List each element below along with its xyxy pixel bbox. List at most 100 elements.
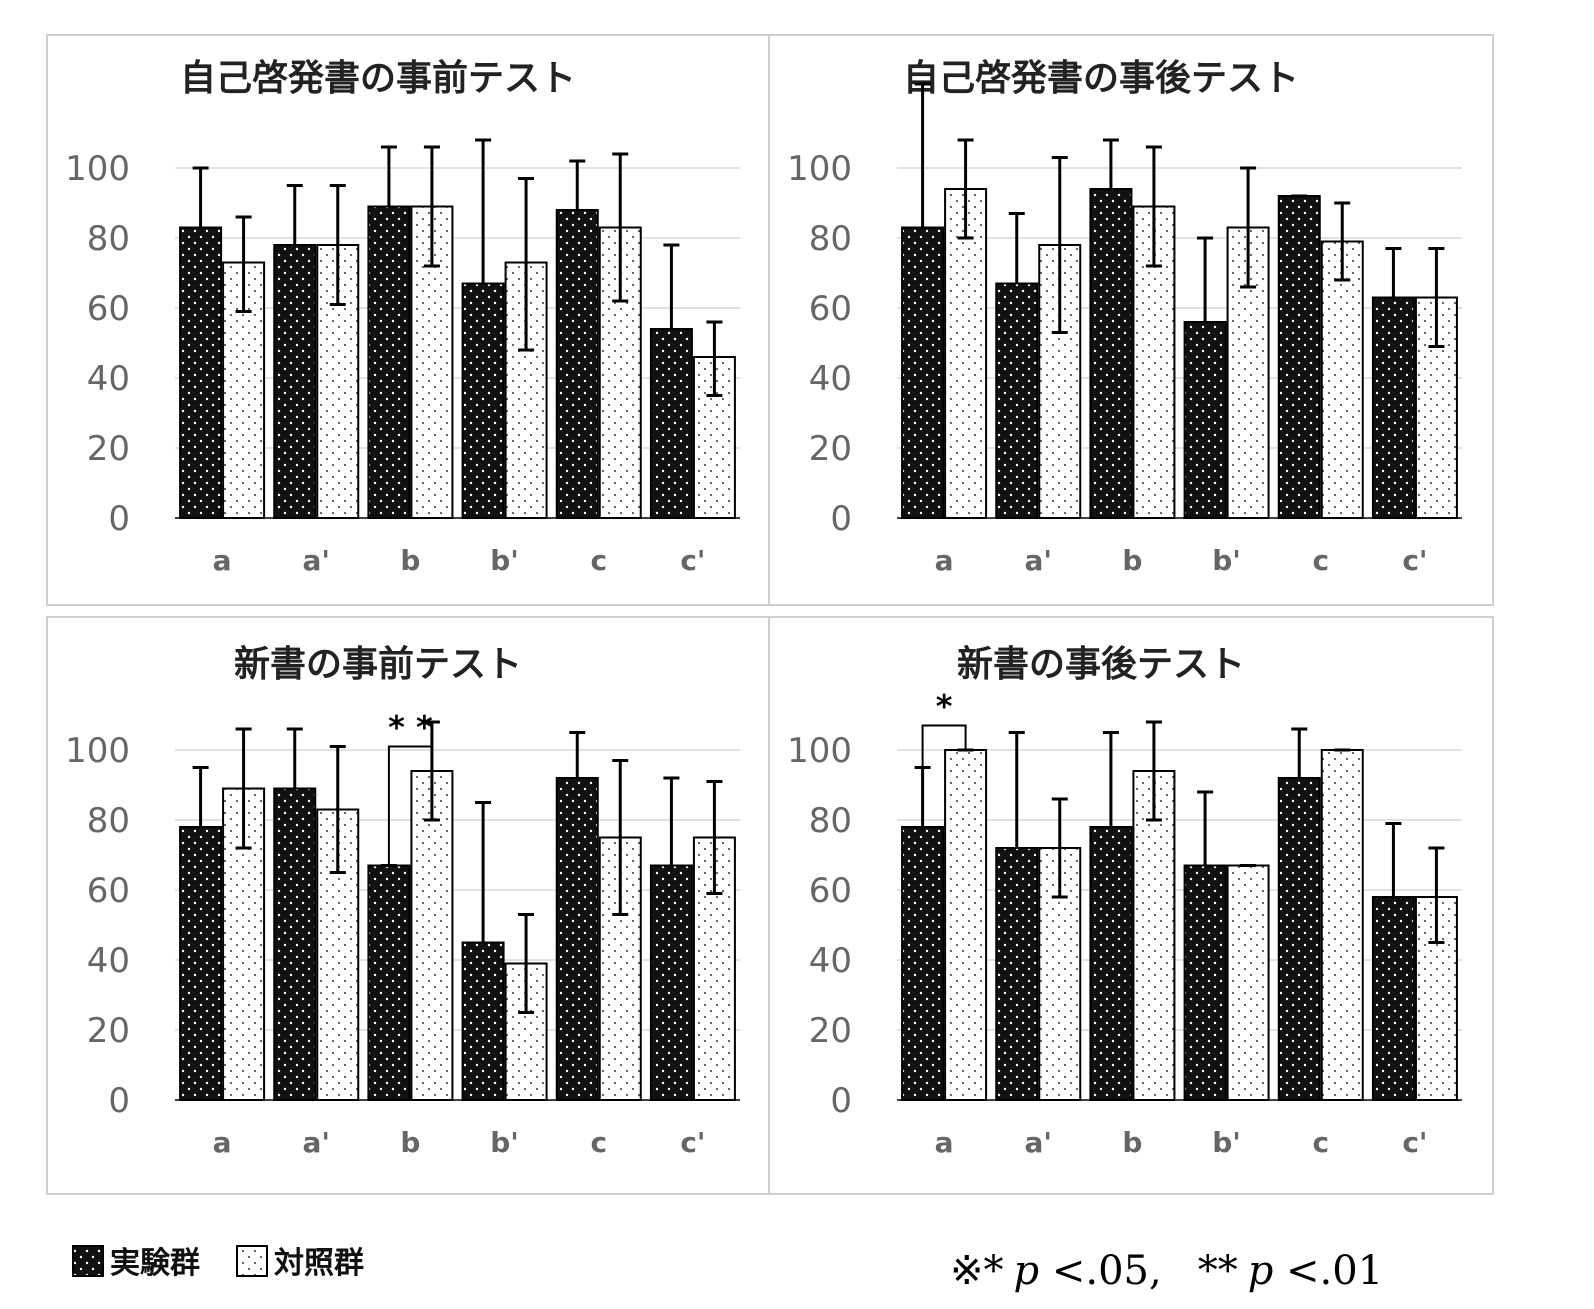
bar-control-1 bbox=[944, 749, 988, 1101]
bar-experimental-3 bbox=[367, 864, 411, 1101]
chart-panels: 自己啓発書の事前テスト 0 20 40 60 80 100 a a' b b' c c' 自己啓発書の事後… bbox=[46, 34, 1494, 1195]
chart-title: 自己啓発書の事後テスト bbox=[903, 58, 1299, 99]
y-tick-label: 80 bbox=[809, 219, 852, 259]
bar-control-5 bbox=[1320, 749, 1364, 1101]
bar-experimental-5 bbox=[555, 777, 599, 1101]
bar-experimental-2 bbox=[273, 244, 317, 519]
x-tick-label: a bbox=[213, 1126, 232, 1159]
bar-control-4 bbox=[1226, 226, 1270, 519]
legend-label-control: 対照群 bbox=[274, 1246, 364, 1281]
bar-experimental-1 bbox=[179, 226, 223, 519]
bar-experimental-2 bbox=[273, 787, 317, 1101]
bar-experimental-1 bbox=[901, 826, 945, 1101]
chart-title: 新書の事後テスト bbox=[957, 644, 1245, 685]
bar-control-3 bbox=[410, 770, 454, 1101]
y-tick-label: 0 bbox=[830, 499, 852, 539]
x-tick-label: c bbox=[1312, 1126, 1329, 1159]
footnote-threshold-05: <.05, bbox=[1039, 1248, 1162, 1294]
bar-experimental-6 bbox=[1371, 296, 1415, 519]
y-tick-label: 40 bbox=[809, 941, 852, 981]
bar-experimental-5 bbox=[1277, 777, 1321, 1101]
y-tick-label: 80 bbox=[87, 219, 130, 259]
x-tick-label: a' bbox=[1025, 1126, 1052, 1159]
footnote-star-single: * bbox=[984, 1248, 1004, 1294]
bar-control-3 bbox=[1132, 770, 1176, 1101]
x-tick-label: a' bbox=[303, 544, 330, 577]
bar-experimental-3 bbox=[367, 205, 411, 519]
significance-footnote: ※* p <.05, ** p <.01 bbox=[950, 1248, 1383, 1294]
x-tick-label: b bbox=[400, 1126, 420, 1159]
y-tick-label: 0 bbox=[108, 1081, 130, 1121]
x-tick-label: c bbox=[1312, 544, 1329, 577]
y-tick-label: 20 bbox=[809, 1011, 852, 1051]
y-tick-label: 40 bbox=[87, 941, 130, 981]
legend-swatch-experimental bbox=[72, 1245, 104, 1277]
significance-marker: * * bbox=[388, 709, 433, 747]
x-tick-label: c' bbox=[1402, 1126, 1427, 1159]
y-tick-label: 60 bbox=[809, 289, 852, 329]
significance-bracket bbox=[921, 724, 967, 799]
x-tick-label: a' bbox=[303, 1126, 330, 1159]
chart-title: 自己啓発書の事前テスト bbox=[180, 58, 576, 99]
bar-experimental-4 bbox=[1183, 321, 1227, 519]
x-tick-label: a bbox=[213, 544, 232, 577]
chart-panel-1: 自己啓発書の事前テスト 0 20 40 60 80 100 a a' b b' c c' bbox=[46, 34, 770, 606]
y-tick-label: 20 bbox=[809, 429, 852, 469]
x-tick-label: b' bbox=[490, 1126, 519, 1159]
y-tick-label: 60 bbox=[87, 289, 130, 329]
chart-panel-3: 新書の事前テスト 0 20 40 60 80 100 a a' b b' c c' * * bbox=[46, 616, 770, 1195]
y-tick-label: 80 bbox=[87, 801, 130, 841]
x-tick-label: b bbox=[1122, 544, 1142, 577]
bar-experimental-4 bbox=[1183, 864, 1227, 1101]
bar-experimental-1 bbox=[179, 826, 223, 1101]
significance-bracket bbox=[387, 745, 433, 866]
bar-control-1 bbox=[944, 188, 988, 519]
y-tick-label: 60 bbox=[87, 871, 130, 911]
x-tick-label: c bbox=[590, 1126, 607, 1159]
legend-label-experimental: 実験群 bbox=[110, 1246, 200, 1281]
bar-control-5 bbox=[1320, 240, 1364, 519]
significance-marker: * bbox=[936, 688, 953, 726]
bar-control-2 bbox=[316, 808, 360, 1101]
bar-experimental-6 bbox=[1371, 896, 1415, 1101]
footnote-threshold-01: <.01 bbox=[1273, 1248, 1383, 1294]
y-tick-label: 80 bbox=[809, 801, 852, 841]
footnote-p-symbol-1: p bbox=[1014, 1248, 1040, 1294]
chart-panel-2: 自己啓発書の事後テスト 0 20 40 60 80 100 a a' b b' c c' bbox=[768, 34, 1494, 606]
bar-experimental-1 bbox=[901, 226, 945, 519]
chart-panel-4: 新書の事後テスト 0 20 40 60 80 100 a a' b b' c c' * bbox=[768, 616, 1494, 1195]
y-tick-label: 100 bbox=[65, 149, 130, 189]
chart-title: 新書の事前テスト bbox=[234, 644, 522, 685]
footnote-star-double: ** bbox=[1198, 1248, 1238, 1294]
bar-control-4 bbox=[1226, 864, 1270, 1101]
legend: 実験群 対照群 bbox=[72, 1245, 364, 1281]
x-tick-label: c' bbox=[680, 1126, 705, 1159]
bar-experimental-6 bbox=[649, 864, 693, 1101]
y-tick-label: 0 bbox=[830, 1081, 852, 1121]
x-tick-label: c bbox=[590, 544, 607, 577]
x-tick-label: b' bbox=[1212, 1126, 1241, 1159]
bar-experimental-3 bbox=[1089, 188, 1133, 519]
y-tick-label: 100 bbox=[787, 731, 852, 771]
bar-experimental-6 bbox=[649, 328, 693, 519]
legend-swatch-control bbox=[236, 1245, 268, 1277]
footnote-prefix: ※ bbox=[950, 1248, 984, 1294]
y-tick-label: 40 bbox=[809, 359, 852, 399]
bar-experimental-4 bbox=[461, 941, 505, 1101]
y-tick-label: 100 bbox=[65, 731, 130, 771]
x-tick-label: b' bbox=[1212, 544, 1241, 577]
y-tick-label: 60 bbox=[809, 871, 852, 911]
x-tick-label: b bbox=[400, 544, 420, 577]
y-tick-label: 20 bbox=[87, 1011, 130, 1051]
x-tick-label: c' bbox=[680, 544, 705, 577]
bar-experimental-5 bbox=[555, 209, 599, 519]
x-tick-label: a bbox=[935, 544, 954, 577]
bar-experimental-4 bbox=[461, 282, 505, 519]
x-tick-label: b bbox=[1122, 1126, 1142, 1159]
y-tick-label: 0 bbox=[108, 499, 130, 539]
bar-experimental-2 bbox=[995, 847, 1039, 1101]
bar-experimental-5 bbox=[1277, 195, 1321, 519]
x-tick-label: a bbox=[935, 1126, 954, 1159]
bar-experimental-3 bbox=[1089, 826, 1133, 1101]
